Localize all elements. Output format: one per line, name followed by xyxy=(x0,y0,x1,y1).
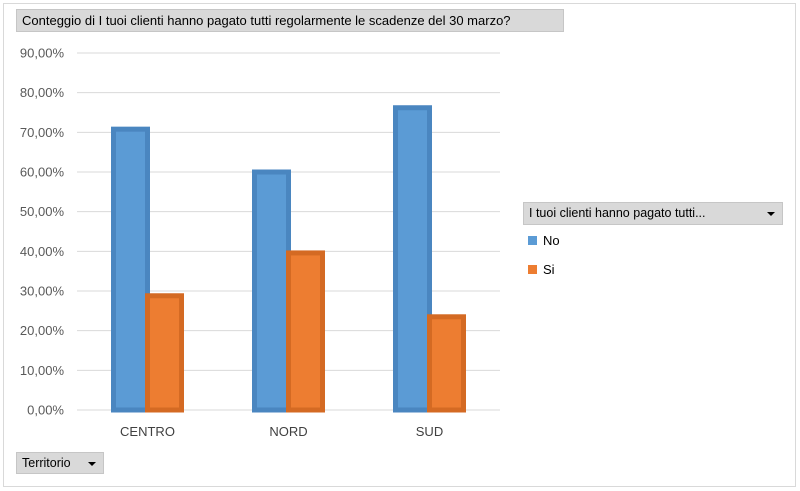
axis-field-label: Territorio xyxy=(22,456,71,470)
value-field-button[interactable]: Conteggio di I tuoi clienti hanno pagato… xyxy=(16,9,564,32)
legend-label-si: Si xyxy=(543,262,555,277)
y-tick-label: 40,00% xyxy=(20,244,65,259)
bar-centro-si[interactable] xyxy=(145,293,184,413)
bar-nord-si[interactable] xyxy=(286,250,325,413)
chevron-down-icon[interactable] xyxy=(88,462,96,466)
y-tick-label: 30,00% xyxy=(20,284,65,299)
value-field-label: Conteggio di I tuoi clienti hanno pagato… xyxy=(22,13,511,28)
x-axis-tick-labels: CENTRO NORD SUD xyxy=(120,424,443,439)
y-axis-tick-labels: 0,00% 10,00% 20,00% 30,00% 40,00% 50,00% 60,00… xyxy=(20,46,65,418)
y-tick-label: 90,00% xyxy=(20,46,65,61)
bar-sud-si[interactable] xyxy=(427,314,466,413)
legend-swatch-si xyxy=(528,265,537,274)
bar-centro-no[interactable] xyxy=(111,126,150,413)
bar-nord-no[interactable] xyxy=(252,169,291,413)
bars xyxy=(111,105,466,413)
x-tick-label: SUD xyxy=(416,424,443,439)
legend-label-no: No xyxy=(543,233,560,248)
y-tick-label: 0,00% xyxy=(27,403,64,418)
bar-sud-no[interactable] xyxy=(393,105,432,413)
y-tick-label: 80,00% xyxy=(20,85,65,100)
axis-field-button[interactable]: Territorio xyxy=(16,452,104,474)
chevron-down-icon[interactable] xyxy=(767,212,775,216)
legend-field-label: I tuoi clienti hanno pagato tutti... xyxy=(529,206,706,220)
y-tick-label: 50,00% xyxy=(20,204,65,219)
legend-swatch-no xyxy=(528,236,537,245)
legend-field-button[interactable]: I tuoi clienti hanno pagato tutti... xyxy=(523,202,783,225)
y-tick-label: 10,00% xyxy=(20,363,65,378)
x-tick-label: NORD xyxy=(269,424,307,439)
y-tick-label: 20,00% xyxy=(20,323,65,338)
y-tick-label: 70,00% xyxy=(20,125,65,140)
y-tick-label: 60,00% xyxy=(20,165,65,180)
x-tick-label: CENTRO xyxy=(120,424,175,439)
